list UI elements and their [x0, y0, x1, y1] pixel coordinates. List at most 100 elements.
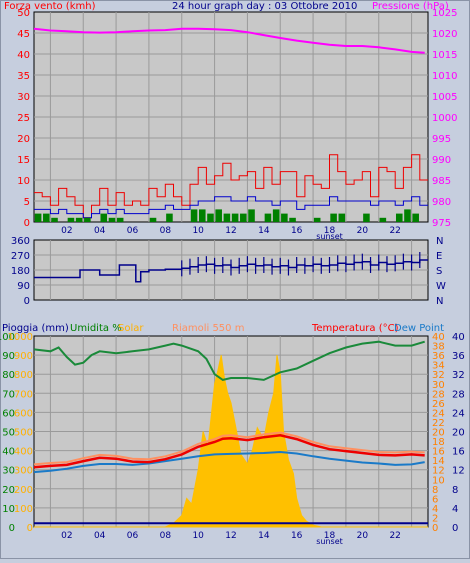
- wind-low-bar: [190, 209, 198, 222]
- wind-x-tick-label: 16: [291, 226, 303, 236]
- dewpoint-y-tick-label: 20: [452, 428, 465, 439]
- solar-y-tick-label: 500: [14, 428, 33, 439]
- temperature-y-tick-label: 38: [432, 342, 445, 353]
- solar-area: [34, 354, 428, 528]
- solar-y-tick-label: 800: [14, 370, 33, 381]
- dewpoint-y-tick-label: 4: [452, 504, 458, 515]
- wind-x-tick-label: 02: [61, 226, 72, 236]
- solar-y-tick-label: 300: [14, 466, 33, 477]
- temperature-y-tick-label: 16: [432, 447, 445, 458]
- temperature-y-tick-label: 18: [432, 437, 445, 448]
- dewpoint-y-tick-label: 12: [452, 466, 465, 477]
- dewpoint-axis-title: Dew Point: [394, 323, 444, 334]
- compass-tick-label: N: [436, 236, 443, 247]
- chart-title: 24 hour graph day : 03 Ottobre 2010: [172, 1, 357, 12]
- wind-y-tick-label: 45: [17, 29, 30, 40]
- humidity-y-tick-label: 90: [2, 351, 15, 362]
- temperature-y-tick-label: 2: [432, 513, 438, 524]
- solar-y-tick-label: 0: [27, 523, 33, 534]
- wind-x-tick-label: 06: [127, 226, 139, 236]
- temperature-x-tick-label: 06: [127, 531, 139, 541]
- wind-low-bar: [198, 209, 206, 222]
- temperature-x-tick-label: 22: [389, 531, 400, 541]
- wind-axis-title: Forza vento (kmh): [4, 1, 96, 12]
- wind-y-tick-label: 15: [17, 155, 30, 166]
- humidity-y-tick-label: 60: [2, 408, 15, 419]
- humidity-y-tick-label: 80: [2, 370, 15, 381]
- lightning-label: Riamoli 550 m: [172, 323, 244, 334]
- wind-low-bar: [100, 213, 108, 222]
- wind-low-bar: [166, 213, 173, 222]
- direction-y-tick-label: 0: [24, 296, 30, 307]
- temperature-y-tick-label: 10: [432, 475, 445, 486]
- humidity-y-tick-label: 10: [2, 504, 15, 515]
- temperature-y-tick-label: 34: [432, 361, 445, 372]
- dewpoint-y-tick-label: 0: [452, 523, 458, 534]
- wind-x-tick-label: 14: [258, 226, 270, 236]
- wind-low-bar: [108, 217, 116, 222]
- pressure-y-tick-label: 1010: [432, 71, 457, 82]
- pressure-y-tick-label: 1020: [432, 29, 457, 40]
- wind-low-bar: [281, 213, 288, 222]
- wind-x-tick-label: 12: [225, 226, 236, 236]
- pressure-y-tick-label: 1000: [432, 113, 457, 124]
- compass-tick-label: S: [436, 266, 442, 277]
- temperature-y-tick-label: 32: [432, 370, 445, 381]
- temperature-y-tick-label: 40: [432, 332, 445, 343]
- humidity-y-tick-label: 50: [2, 428, 15, 439]
- solar-y-tick-label: 700: [14, 389, 33, 400]
- temperature-y-tick-label: 8: [432, 485, 438, 496]
- temperature-sunset-label: sunset: [316, 537, 343, 546]
- wind-low-bar: [207, 213, 214, 222]
- direction-y-tick-label: 360: [11, 236, 30, 247]
- temperature-line: [33, 434, 425, 469]
- wind-sunset-label: sunset: [316, 232, 343, 241]
- solar-y-tick-label: 200: [14, 485, 33, 496]
- temperature-x-tick-label: 16: [291, 531, 303, 541]
- wind-low-bar: [215, 209, 222, 222]
- wind-low-bar: [264, 213, 272, 222]
- temperature-x-tick-label: 20: [357, 531, 369, 541]
- wind-low-bar: [412, 213, 419, 222]
- solar-y-tick-label: 100: [14, 504, 33, 515]
- humidity-line: [33, 340, 425, 381]
- wind-x-tick-label: 18: [324, 226, 336, 236]
- wind-low-bar: [248, 209, 255, 222]
- compass-tick-label: W: [436, 281, 446, 292]
- temperature-y-tick-label: 6: [432, 494, 438, 505]
- dewpoint-y-tick-label: 8: [452, 485, 458, 496]
- pressure-line: [33, 27, 425, 54]
- temperature-light-line: [33, 431, 425, 466]
- dewpoint-y-tick-label: 24: [452, 408, 465, 419]
- humidity-axis-title: Umidita %: [70, 323, 122, 334]
- pressure-y-tick-label: 1015: [432, 50, 457, 61]
- pressure-y-tick-label: 1005: [432, 92, 457, 103]
- wind-y-tick-label: 40: [17, 50, 30, 61]
- solar-y-tick-label: 900: [14, 351, 33, 362]
- wind-x-tick-label: 04: [94, 226, 106, 236]
- wind-average-line: [34, 196, 428, 219]
- rain-axis-title: Pioggia (mm): [2, 323, 69, 334]
- wind-low-bar: [338, 213, 346, 222]
- wind-low-bar: [84, 217, 91, 222]
- pressure-y-tick-label: 980: [432, 197, 451, 208]
- wind-low-bar: [404, 209, 411, 222]
- dewpoint-y-tick-label: 28: [452, 389, 465, 400]
- wind-low-bar: [51, 217, 58, 222]
- pressure-y-tick-label: 985: [432, 176, 451, 187]
- dewpoint-y-tick-label: 32: [452, 370, 465, 381]
- temperature-y-tick-label: 22: [432, 418, 445, 429]
- compass-tick-label: N: [436, 296, 443, 307]
- wind-y-tick-label: 25: [17, 113, 30, 124]
- wind-x-tick-label: 22: [389, 226, 400, 236]
- temperature-x-tick-label: 04: [94, 531, 106, 541]
- temperature-x-tick-label: 10: [192, 531, 204, 541]
- dewpoint-y-tick-label: 16: [452, 447, 465, 458]
- wind-low-bar: [395, 213, 403, 222]
- humidity-y-tick-label: 100: [0, 332, 15, 343]
- wind-low-bar: [272, 209, 280, 222]
- temperature-y-tick-label: 26: [432, 399, 445, 410]
- temperature-y-tick-label: 36: [432, 351, 445, 362]
- wind-low-bar: [43, 213, 50, 222]
